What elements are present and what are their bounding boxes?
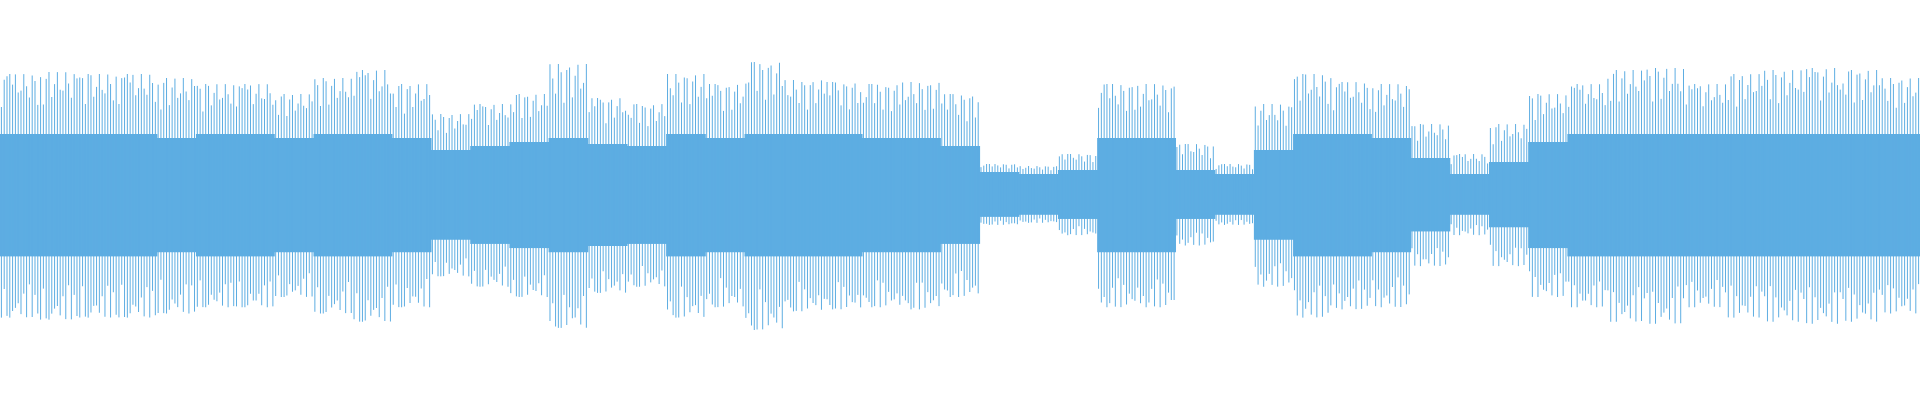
waveform-body xyxy=(39,134,79,257)
waveform-body xyxy=(822,134,863,257)
waveform-body xyxy=(1724,134,1764,257)
waveform-body xyxy=(1841,134,1882,257)
waveform-body xyxy=(548,138,589,253)
waveform-body xyxy=(470,146,510,244)
waveform-body xyxy=(78,134,119,257)
waveform-body xyxy=(352,134,393,257)
waveform-body xyxy=(235,134,275,257)
waveform-body xyxy=(1136,138,1177,253)
waveform-body xyxy=(1488,162,1529,228)
waveform-body xyxy=(744,134,785,257)
waveform-body xyxy=(1410,158,1451,232)
waveform-body xyxy=(1606,134,1647,257)
waveform-body xyxy=(940,146,981,244)
waveform-body xyxy=(783,134,824,257)
waveform-body xyxy=(0,134,40,257)
waveform-body xyxy=(1018,174,1059,215)
waveform-body xyxy=(313,134,354,257)
waveform-body xyxy=(901,138,941,253)
waveform-body xyxy=(117,134,158,257)
waveform-body xyxy=(1880,134,1920,257)
waveform-body xyxy=(1293,134,1333,257)
waveform-body xyxy=(1332,134,1372,257)
waveform-body xyxy=(979,172,1020,217)
waveform-body xyxy=(1645,134,1686,257)
waveform-body xyxy=(1253,150,1294,240)
waveform-body xyxy=(862,138,902,253)
waveform-body xyxy=(1567,134,1608,257)
waveform-body xyxy=(1802,134,1843,257)
waveform-body xyxy=(666,134,706,257)
waveform-body xyxy=(431,150,471,240)
waveform-body xyxy=(391,138,432,253)
waveform-body xyxy=(1684,134,1725,257)
waveform-body xyxy=(156,138,197,253)
waveform-body xyxy=(274,138,314,253)
waveform-body xyxy=(587,144,628,246)
waveform-body xyxy=(1528,142,1568,249)
waveform-body xyxy=(1371,138,1412,253)
waveform-body xyxy=(1057,170,1098,219)
waveform-body xyxy=(1449,174,1490,215)
waveform-body xyxy=(195,134,236,257)
waveform-body xyxy=(626,146,667,244)
waveform-body xyxy=(509,142,550,249)
waveform-body xyxy=(705,138,745,253)
waveform-body xyxy=(1214,174,1255,215)
waveform-body xyxy=(1097,138,1137,253)
waveform-body xyxy=(1763,134,1803,257)
waveform-body xyxy=(1175,170,1216,219)
